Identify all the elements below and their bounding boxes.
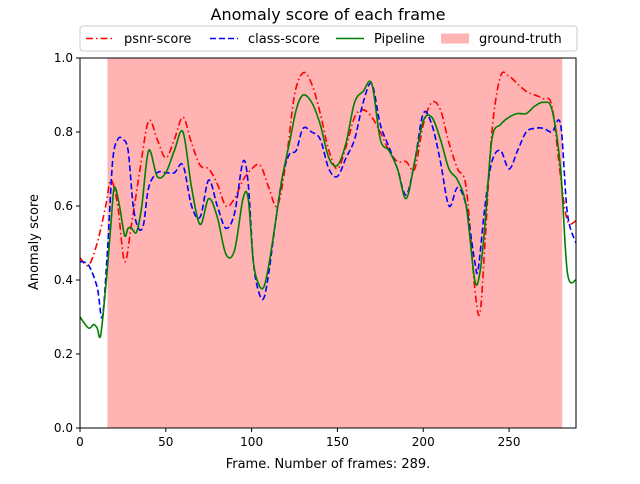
x-tick-label: 0 [76, 435, 84, 449]
y-tick-label: 0.6 [54, 199, 73, 213]
series-line-pipeline [80, 80, 576, 339]
legend-swatch [441, 33, 469, 44]
plot-area [80, 58, 576, 428]
x-tick-label: 50 [158, 435, 173, 449]
y-axis-label: Anomaly score [27, 194, 42, 290]
legend-box [79, 25, 578, 52]
axes-frame [79, 57, 577, 429]
ground-truth-span [107, 58, 563, 428]
x-tick-label: 100 [240, 435, 263, 449]
legend-label: ground-truth [479, 32, 562, 47]
y-tick-label: 0.4 [54, 273, 73, 287]
x-axis-label: Frame. Number of frames: 289. [226, 457, 431, 472]
legend-label: Pipeline [374, 32, 425, 47]
y-tick-label: 0.0 [54, 421, 73, 435]
series-line-psnr-score [80, 71, 576, 317]
x-tick-label: 150 [326, 435, 349, 449]
y-tick-label: 0.8 [54, 125, 73, 139]
x-tick-label: 200 [412, 435, 435, 449]
y-tick-label: 1.0 [54, 51, 73, 65]
axes: 0 50 100 150 200 250 0.0 0.2 0.4 0.6 0.8 1.0 [54, 51, 577, 449]
y-tick-label: 0.2 [54, 347, 73, 361]
chart-title: Anomaly score of each frame [211, 5, 446, 24]
legend: psnr-score class-score Pipeline ground-trut… [79, 25, 578, 52]
legend-label: psnr-score [124, 32, 191, 47]
legend-label: class-score [248, 32, 320, 47]
x-tick-label: 250 [498, 435, 521, 449]
